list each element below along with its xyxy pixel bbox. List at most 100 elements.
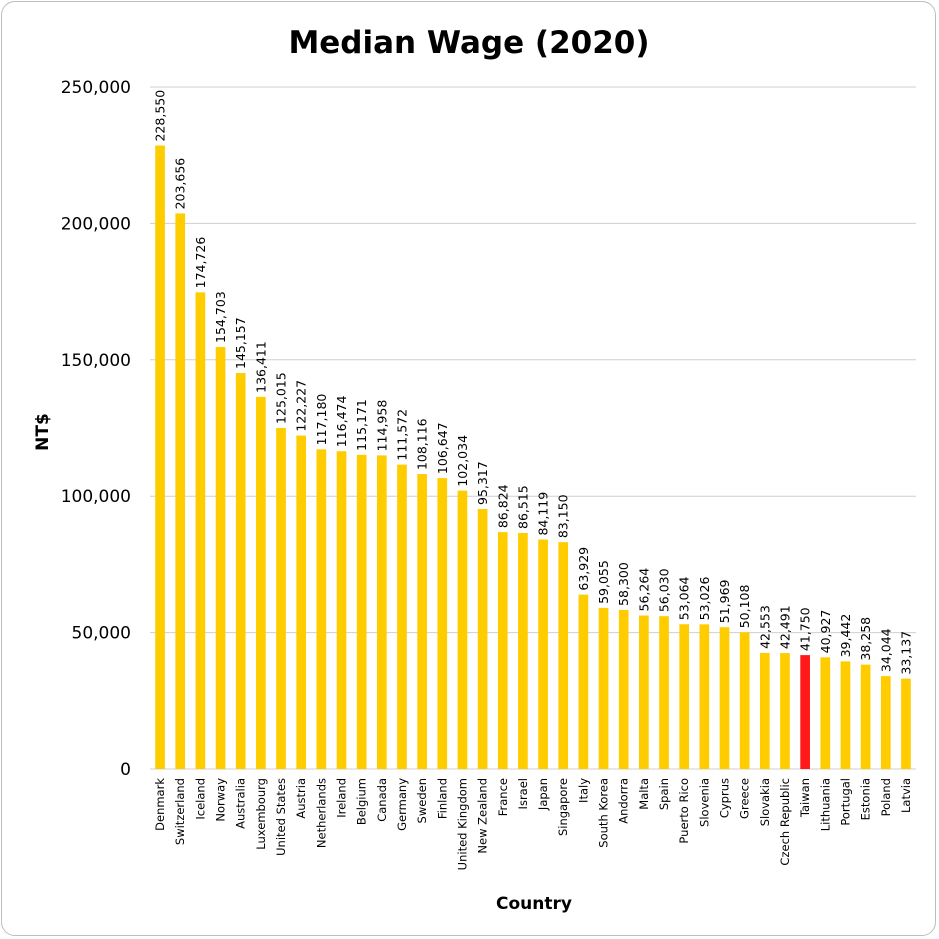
data-label: 102,034 [455, 435, 470, 487]
x-tick-label: South Korea [597, 778, 611, 848]
x-tick-label: Sweden [415, 778, 429, 823]
x-tick-label: Puerto Rico [677, 778, 691, 844]
bar [235, 373, 246, 769]
x-tick-label: Taiwan [798, 778, 812, 818]
bar [598, 607, 609, 769]
y-axis-ticks: 0 50,000 100,000 150,000 200,000 250,000 [61, 78, 131, 780]
x-tick-label: Lithuania [818, 778, 832, 831]
data-labels: 228,550 203,656 174,726 154,703 145,157 136,4… [153, 90, 914, 675]
data-label: 136,411 [253, 341, 268, 393]
data-label: 83,150 [556, 494, 571, 538]
data-label: 115,171 [354, 399, 369, 451]
bar [417, 474, 427, 769]
bar [618, 609, 629, 769]
x-tick-label: Luxembourg [254, 778, 268, 850]
bar [659, 616, 669, 769]
x-tick-label: Iceland [193, 778, 207, 820]
bar [437, 478, 448, 769]
x-tick-label: United States [274, 778, 288, 856]
bar [558, 542, 569, 769]
bar [578, 594, 589, 769]
x-tick-label: Finland [435, 778, 449, 819]
data-label: 59,055 [596, 560, 611, 604]
data-label: 51,969 [717, 579, 732, 623]
x-tick-label: Estonia [859, 778, 873, 820]
data-label: 154,703 [213, 291, 228, 343]
data-label: 34,044 [878, 628, 893, 672]
data-label: 41,750 [798, 607, 813, 651]
x-tick-label: Canada [375, 778, 389, 822]
y-tick-label: 0 [120, 760, 131, 780]
x-tick-label: Norway [214, 778, 228, 822]
x-tick-label: Andorra [617, 778, 631, 824]
data-label: 117,180 [314, 394, 329, 446]
bar [800, 655, 810, 769]
bar [175, 213, 186, 769]
data-label: 111,572 [394, 409, 409, 461]
bar [840, 661, 851, 769]
bar [639, 615, 649, 769]
data-label: 63,929 [576, 547, 591, 591]
bar [155, 145, 165, 769]
bar [759, 652, 770, 769]
y-tick-label: 100,000 [61, 487, 131, 507]
x-tick-label: Denmark [153, 778, 167, 831]
data-label: 122,227 [294, 380, 309, 432]
y-tick-label: 150,000 [61, 351, 131, 371]
x-tick-label: Cyprus [718, 778, 732, 818]
data-label: 145,157 [233, 317, 248, 369]
data-label: 116,474 [334, 396, 349, 448]
x-tick-label: Italy [576, 778, 590, 803]
x-tick-label: Australia [234, 778, 248, 829]
x-tick-label: France [496, 778, 510, 816]
bar [780, 653, 790, 769]
data-label: 86,824 [495, 484, 510, 528]
bar [497, 532, 508, 769]
x-tick-label: Poland [879, 778, 893, 816]
data-label: 53,026 [697, 577, 712, 621]
y-tick-label: 50,000 [72, 624, 131, 644]
x-tick-label: Singapore [556, 778, 570, 836]
data-label: 114,958 [374, 400, 389, 452]
y-tick-label: 200,000 [61, 214, 131, 234]
bar [195, 292, 206, 769]
x-tick-label: Netherlands [314, 778, 328, 848]
y-tick-label: 250,000 [61, 78, 131, 98]
data-label: 56,030 [657, 568, 672, 612]
data-label: 228,550 [153, 90, 168, 142]
data-label: 84,119 [536, 492, 551, 536]
bar [901, 678, 911, 769]
bars [155, 145, 911, 769]
x-axis-label: Country [496, 894, 572, 914]
x-tick-label: Austria [294, 778, 308, 819]
bar [397, 464, 407, 769]
bar [880, 676, 891, 769]
data-label: 58,300 [616, 562, 631, 606]
x-tick-label: Slovenia [697, 778, 711, 827]
x-tick-label: Germany [395, 778, 409, 831]
x-tick-label: New Zealand [476, 778, 490, 854]
x-tick-label: Ireland [335, 778, 349, 818]
bar [860, 664, 871, 769]
x-tick-label: Greece [738, 778, 752, 819]
data-label: 40,927 [818, 610, 833, 654]
data-label: 108,116 [415, 418, 430, 470]
bar [215, 346, 226, 769]
data-label: 42,553 [757, 605, 772, 649]
data-label: 39,442 [838, 614, 853, 658]
bar [376, 455, 387, 769]
data-label: 42,491 [777, 605, 792, 649]
x-tick-label: Latvia [899, 778, 913, 813]
bar [699, 624, 710, 769]
bar [256, 396, 266, 769]
data-label: 203,656 [173, 158, 188, 210]
data-label: 53,064 [677, 576, 692, 620]
data-label: 174,726 [193, 237, 208, 289]
bar [356, 454, 367, 769]
x-tick-label: Israel [516, 778, 530, 809]
data-label: 50,108 [737, 585, 752, 629]
x-tick-label: Malta [637, 778, 651, 810]
data-label: 86,515 [515, 485, 530, 529]
bar [518, 532, 528, 769]
